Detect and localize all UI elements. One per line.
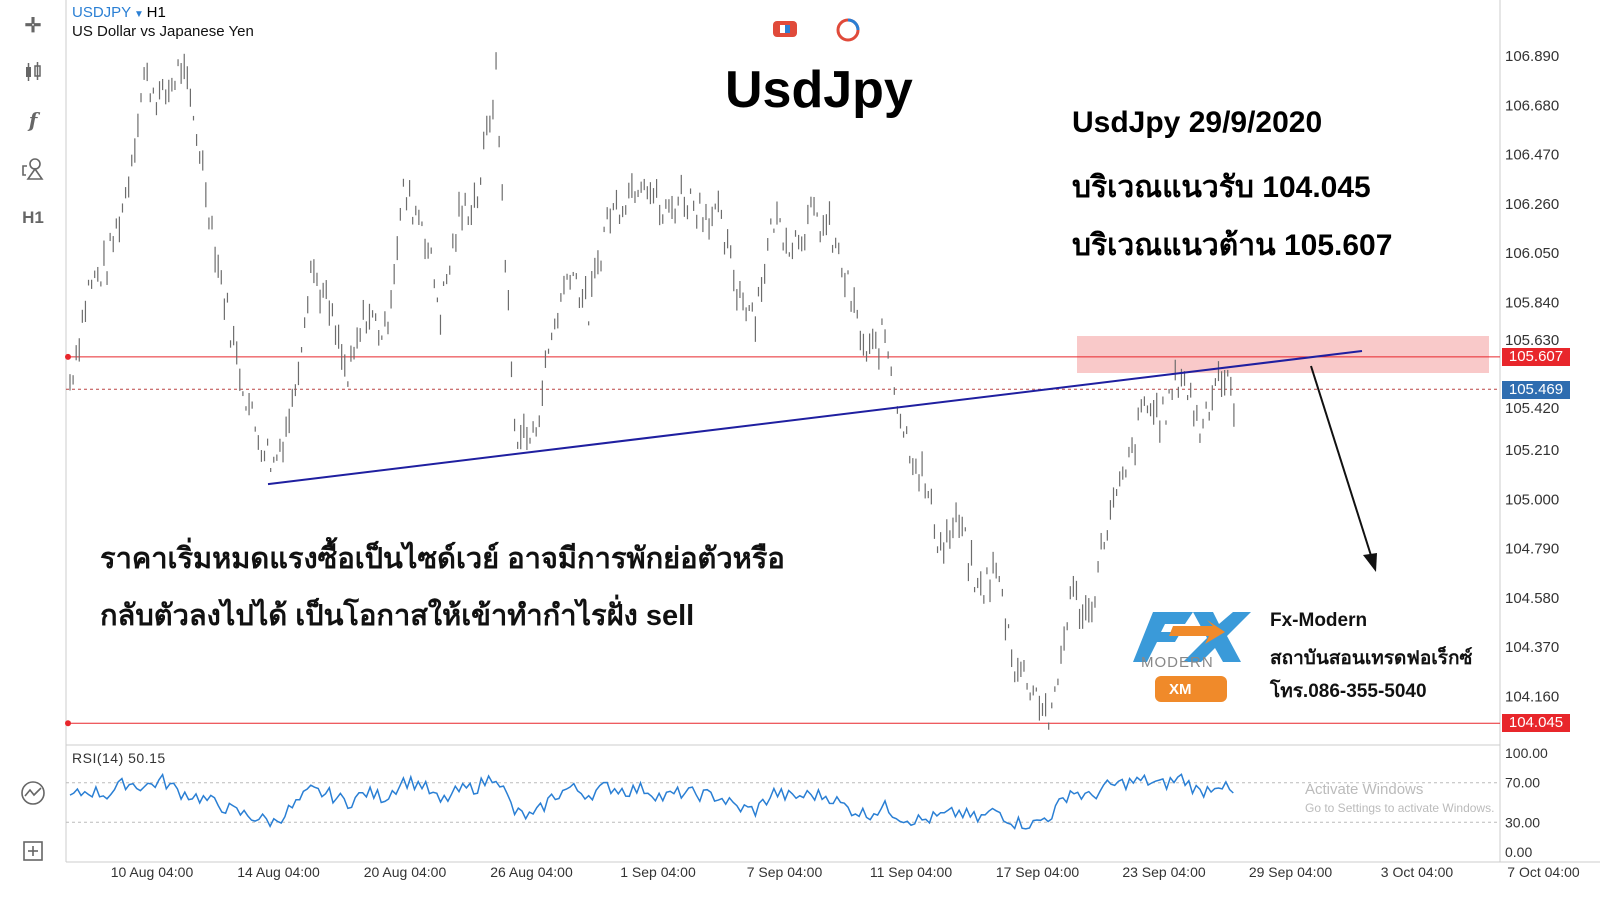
symbol-header[interactable]: USDJPY ▼ H1 [72, 4, 166, 21]
watermark-title: Activate Windows [1305, 781, 1424, 798]
symbol-dropdown-icon[interactable]: ▼ [131, 9, 147, 20]
indicator-chart-icon[interactable] [16, 778, 50, 808]
forecast-arrow [1310, 365, 1375, 566]
swap-icon[interactable] [772, 18, 798, 40]
time-tick-label: 1 Sep 04:00 [620, 864, 696, 880]
indicator-icon[interactable]: f [28, 108, 38, 132]
rsi-tick-label: 30.00 [1505, 814, 1540, 830]
add-panel-icon[interactable] [16, 836, 50, 866]
resistance-price-tag: 105.607 [1502, 348, 1570, 366]
time-tick-label: 7 Oct 04:00 [1507, 864, 1580, 880]
time-tick-label: 14 Aug 04:00 [237, 864, 320, 880]
price-tick-label: 106.050 [1505, 245, 1559, 262]
rsi-tick-label: 0.00 [1505, 844, 1532, 860]
svg-text:MODERN: MODERN [1141, 654, 1214, 671]
candles-icon[interactable] [16, 57, 50, 87]
watermark-subtitle: Go to Settings to activate Windows. [1305, 801, 1495, 815]
timeframe-button[interactable]: H1 [22, 208, 44, 227]
svg-text:XM: XM [1169, 681, 1192, 698]
clock-icon[interactable] [835, 18, 861, 42]
price-tick-label: 105.210 [1505, 442, 1559, 459]
price-tick-label: 105.840 [1505, 294, 1559, 311]
support-handle [65, 720, 71, 727]
time-tick-label: 29 Sep 04:00 [1249, 864, 1333, 880]
price-tick-label: 106.260 [1505, 196, 1559, 213]
rsi-line [69, 772, 1234, 830]
rsi-tick-label: 70.00 [1505, 775, 1540, 791]
rsi-label: RSI(14) 50.15 [72, 750, 166, 766]
time-tick-label: 26 Aug 04:00 [490, 864, 573, 880]
price-tick-label: 105.000 [1505, 491, 1559, 508]
time-tick-label: 7 Sep 04:00 [747, 864, 823, 880]
brand-tagline: สถาบันสอนเทรดฟอเร็กซ์ [1270, 648, 1473, 669]
time-tick-label: 11 Sep 04:00 [870, 864, 952, 880]
price-tick-label: 106.890 [1505, 48, 1559, 65]
time-tick-label: 23 Sep 04:00 [1122, 864, 1206, 880]
symbol-description: US Dollar vs Japanese Yen [72, 23, 254, 40]
trendline [267, 350, 1363, 486]
timeframe: H1 [146, 4, 166, 21]
price-tick-label: 104.370 [1505, 639, 1559, 656]
time-tick-label: 10 Aug 04:00 [111, 864, 194, 880]
current-price-tag: 105.469 [1502, 381, 1570, 399]
price-tick-label: 106.470 [1505, 147, 1559, 164]
brand-phone: โทร.086-355-5040 [1270, 681, 1427, 702]
support-price-tag: 104.045 [1502, 714, 1570, 732]
arrowhead-icon [1363, 553, 1377, 572]
info-resistance: บริเวณแนวต้าน 105.607 [1072, 229, 1393, 262]
resistance-zone [1077, 336, 1489, 373]
info-date: UsdJpy 29/9/2020 [1072, 106, 1323, 139]
resistance-handle [65, 353, 71, 360]
shapes-icon[interactable] [16, 154, 50, 184]
brand-logo: MODERN XM [1133, 610, 1253, 705]
info-support: บริเวณแนวรับ 104.045 [1072, 171, 1371, 204]
note-line-1: ราคาเริ่มหมดแรงซื้อเป็นไซด์เวย์ อาจมีการ… [100, 543, 785, 575]
note-line-2: กลับตัวลงไปได้ เป็นโอกาสให้เข้าทำกำไรฝั่… [100, 600, 695, 632]
left-toolbar: ✛ f H1 [0, 0, 66, 900]
chart-title: UsdJpy [725, 61, 913, 119]
price-tick-label: 104.160 [1505, 688, 1559, 705]
time-tick-label: 20 Aug 04:00 [364, 864, 447, 880]
rsi-tick-label: 100.00 [1505, 745, 1548, 761]
symbol[interactable]: USDJPY [72, 4, 132, 21]
price-tick-label: 104.580 [1505, 590, 1559, 607]
time-tick-label: 3 Oct 04:00 [1381, 864, 1454, 880]
price-tick-label: 105.420 [1505, 400, 1559, 417]
price-tick-label: 106.680 [1505, 97, 1559, 114]
brand-name: Fx-Modern [1270, 610, 1368, 631]
price-tick-label: 105.630 [1505, 332, 1559, 349]
price-tick-label: 104.790 [1505, 541, 1559, 558]
time-tick-label: 17 Sep 04:00 [996, 864, 1080, 880]
crosshair-icon[interactable]: ✛ [24, 14, 42, 37]
